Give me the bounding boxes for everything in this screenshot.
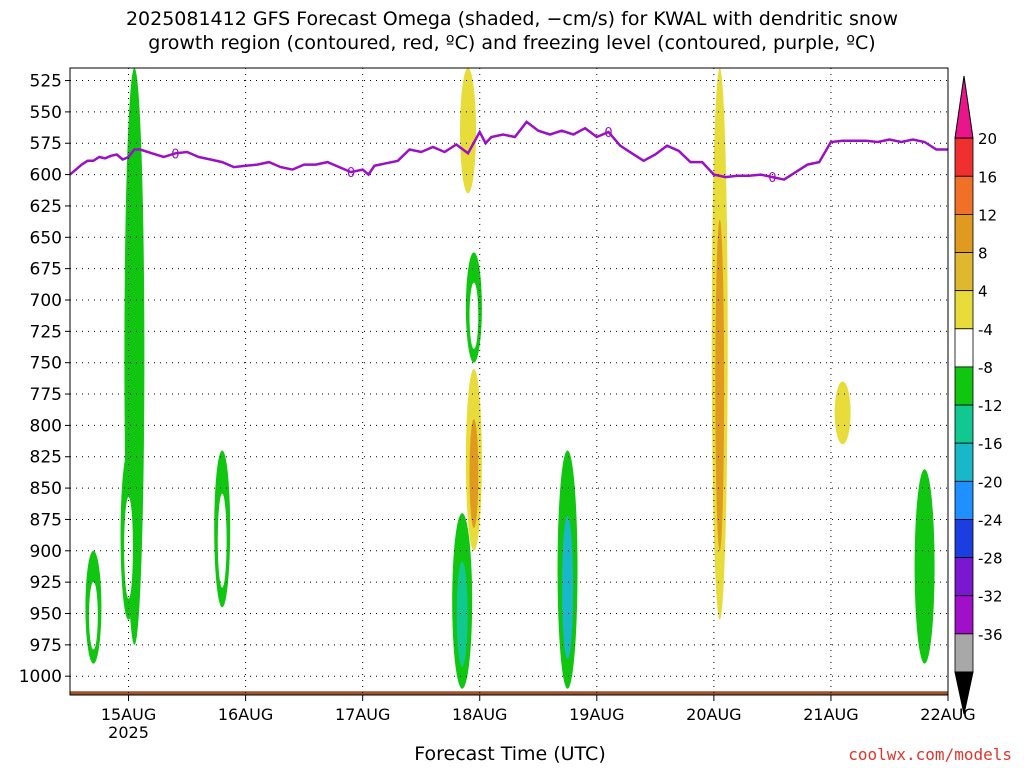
- x-tick-label: 17AUG: [335, 705, 390, 724]
- colorbar-block: [954, 252, 974, 292]
- omega-region-11: [834, 381, 851, 445]
- y-tick-label: 925: [30, 573, 62, 593]
- y-tick-label: 875: [30, 510, 62, 530]
- colorbar-label: 16: [978, 168, 997, 186]
- colorbar-block: [954, 557, 974, 597]
- y-tick-label: 550: [30, 103, 62, 123]
- y-tick-label: 775: [30, 385, 62, 405]
- x-axis-title: Forecast Time (UTC): [414, 743, 606, 765]
- colorbar-block: [954, 137, 974, 177]
- freezing-level-label: 0: [347, 166, 355, 181]
- freezing-level-label: 0: [604, 126, 612, 141]
- chart-title-line1: 2025081412 GFS Forecast Omega (shaded, −…: [125, 8, 899, 30]
- colorbar-label: -36: [978, 626, 1003, 644]
- y-tick-label: 575: [30, 134, 62, 154]
- colorbar-label: 20: [978, 130, 997, 148]
- colorbar-bottom-arrow: [954, 671, 974, 715]
- colorbar-block: [954, 366, 974, 406]
- colorbar-label: 4: [978, 283, 988, 301]
- y-tick-label: 950: [30, 604, 62, 624]
- colorbar-label: -4: [978, 321, 993, 339]
- x-tick-label: 22AUG: [920, 705, 975, 724]
- colorbar-label: -24: [978, 511, 1003, 529]
- colorbar-block: [954, 404, 974, 444]
- omega-core-9: [469, 418, 479, 529]
- x-tick-label: 21AUG: [803, 705, 858, 724]
- freezing-level-line: [69, 120, 948, 181]
- colorbar-block: [954, 328, 974, 368]
- plot-frame: [69, 67, 949, 696]
- y-tick-label: 900: [30, 542, 62, 562]
- omega-region-8: [460, 68, 477, 194]
- colorbar-block: [954, 175, 974, 215]
- y-tick-label: 750: [30, 354, 62, 374]
- colorbar-block: [954, 480, 974, 520]
- omega-core-1: [89, 581, 98, 650]
- colorbar-block: [954, 595, 974, 635]
- colorbar-label: -32: [978, 588, 1003, 606]
- y-tick-label: 800: [30, 416, 62, 436]
- colorbar-label: 8: [978, 245, 988, 263]
- y-tick-label: 850: [30, 479, 62, 499]
- terrain-strip: [70, 691, 948, 695]
- colorbar-block: [954, 213, 974, 253]
- y-tick-label: 525: [30, 72, 62, 92]
- omega-core-10: [715, 219, 725, 551]
- x-tick-label: 18AUG: [452, 705, 507, 724]
- colorbar-label: 12: [978, 206, 997, 224]
- chart-title-line2: growth region (contoured, red, ºC) and f…: [148, 32, 876, 54]
- y-tick-label: 975: [30, 636, 62, 656]
- y-tick-label: 625: [30, 197, 62, 217]
- y-tick-label: 700: [30, 291, 62, 311]
- omega-core-6: [562, 515, 574, 659]
- omega-core-5: [469, 282, 479, 349]
- y-tick-label: 600: [30, 166, 62, 186]
- omega-core-3: [217, 493, 227, 588]
- y-tick-label: 725: [30, 322, 62, 342]
- colorbar-label: -16: [978, 435, 1003, 453]
- omega-core-2: [124, 497, 133, 599]
- plot-area: [70, 68, 948, 695]
- colorbar-label: -8: [978, 359, 993, 377]
- colorbar-top-arrow: [954, 75, 974, 139]
- freezing-level-label: 0: [768, 171, 776, 186]
- x-tick-label: 16AUG: [218, 705, 273, 724]
- y-tick-label: 650: [30, 228, 62, 248]
- omega-core-4: [456, 561, 468, 667]
- freezing-level-label: 0: [171, 147, 179, 162]
- y-tick-label: 675: [30, 260, 62, 280]
- x-tick-sublabel: 2025: [108, 723, 149, 742]
- colorbar-block: [954, 290, 974, 330]
- y-tick-label: 1000: [19, 667, 62, 687]
- colorbar-label: -20: [978, 473, 1003, 491]
- colorbar-block: [954, 519, 974, 559]
- x-tick-label: 19AUG: [569, 705, 624, 724]
- colorbar-label: -28: [978, 550, 1003, 568]
- colorbar-block: [954, 442, 974, 482]
- colorbar-label: -12: [978, 397, 1003, 415]
- x-tick-label: 15AUG: [101, 705, 156, 724]
- y-tick-label: 825: [30, 448, 62, 468]
- omega-core-7: [919, 522, 931, 640]
- x-tick-label: 20AUG: [686, 705, 741, 724]
- credit-link[interactable]: coolwx.com/models: [848, 745, 1012, 764]
- colorbar-block: [954, 633, 974, 673]
